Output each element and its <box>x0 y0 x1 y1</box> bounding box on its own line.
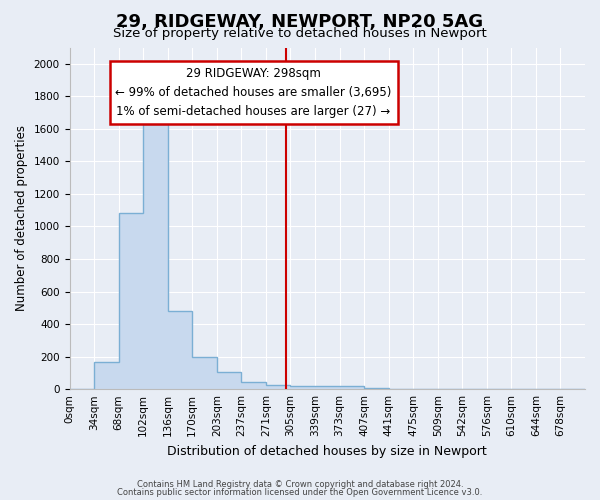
Text: Contains public sector information licensed under the Open Government Licence v3: Contains public sector information licen… <box>118 488 482 497</box>
Text: 29 RIDGEWAY: 298sqm
← 99% of detached houses are smaller (3,695)
1% of semi-deta: 29 RIDGEWAY: 298sqm ← 99% of detached ho… <box>115 67 392 118</box>
Text: Contains HM Land Registry data © Crown copyright and database right 2024.: Contains HM Land Registry data © Crown c… <box>137 480 463 489</box>
Text: 29, RIDGEWAY, NEWPORT, NP20 5AG: 29, RIDGEWAY, NEWPORT, NP20 5AG <box>116 12 484 30</box>
Text: Size of property relative to detached houses in Newport: Size of property relative to detached ho… <box>113 28 487 40</box>
Y-axis label: Number of detached properties: Number of detached properties <box>15 126 28 312</box>
X-axis label: Distribution of detached houses by size in Newport: Distribution of detached houses by size … <box>167 444 487 458</box>
